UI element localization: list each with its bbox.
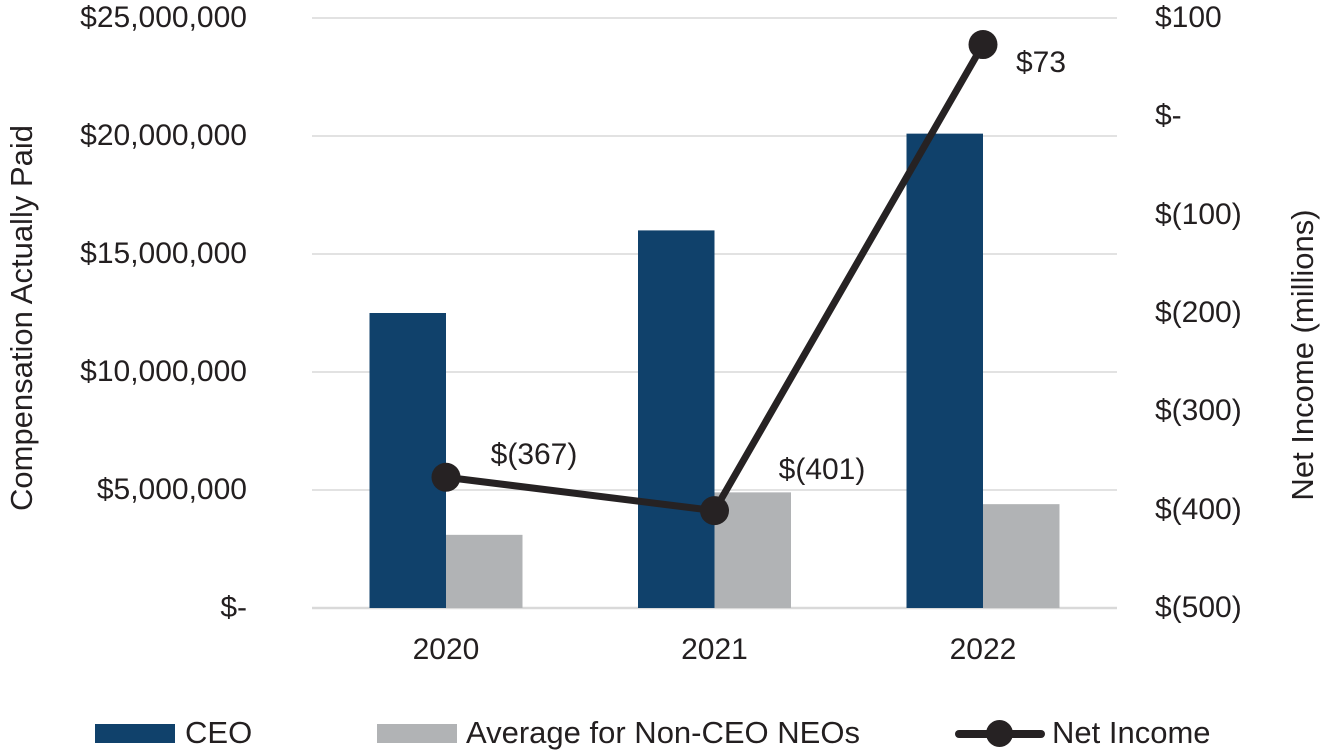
net-income-point[interactable] xyxy=(700,496,729,526)
non-ceo-neos-bar[interactable] xyxy=(983,504,1060,608)
left-axis-tick-label: $10,000,000 xyxy=(80,355,247,388)
left-axis-title: Compensation Actually Paid xyxy=(4,124,39,512)
right-axis-tick-label: $(200) xyxy=(1155,296,1242,329)
net-income-value-label: $73 xyxy=(1015,46,1067,79)
left-axis-tick-label: $5,000,000 xyxy=(96,473,247,506)
x-axis-category-label: 2022 xyxy=(949,633,1017,666)
right-axis-tick-label: $(500) xyxy=(1155,591,1242,624)
right-axis-tick-label: $(400) xyxy=(1155,492,1242,526)
net-income-point[interactable] xyxy=(431,462,461,492)
non-ceo-neos-bar[interactable] xyxy=(446,534,523,608)
right-axis-tick-label: $(100) xyxy=(1155,197,1242,231)
net-income-point[interactable] xyxy=(968,30,998,60)
left-axis-tick-label: $25,000,000 xyxy=(80,1,247,34)
net-income-value-label: $(367) xyxy=(490,438,578,471)
left-axis-tick-label: $15,000,000 xyxy=(80,237,247,270)
right-axis-tick-label: $100 xyxy=(1155,1,1222,34)
ceo-bar[interactable] xyxy=(906,133,984,608)
x-axis-category-label: 2020 xyxy=(412,633,480,666)
x-axis-category-label: 2021 xyxy=(681,633,748,666)
left-axis-tick-label: $- xyxy=(220,591,247,624)
right-axis-title: Net Income (millions) xyxy=(1285,209,1320,501)
ceo-bar[interactable] xyxy=(638,230,715,608)
right-axis-tick-label: $- xyxy=(1155,99,1182,133)
ceo-bar[interactable] xyxy=(369,313,447,608)
right-axis-tick-label: $(300) xyxy=(1155,394,1242,428)
left-axis-tick-label: $20,000,000 xyxy=(80,119,247,152)
net-income-value-label: $(401) xyxy=(778,453,866,486)
